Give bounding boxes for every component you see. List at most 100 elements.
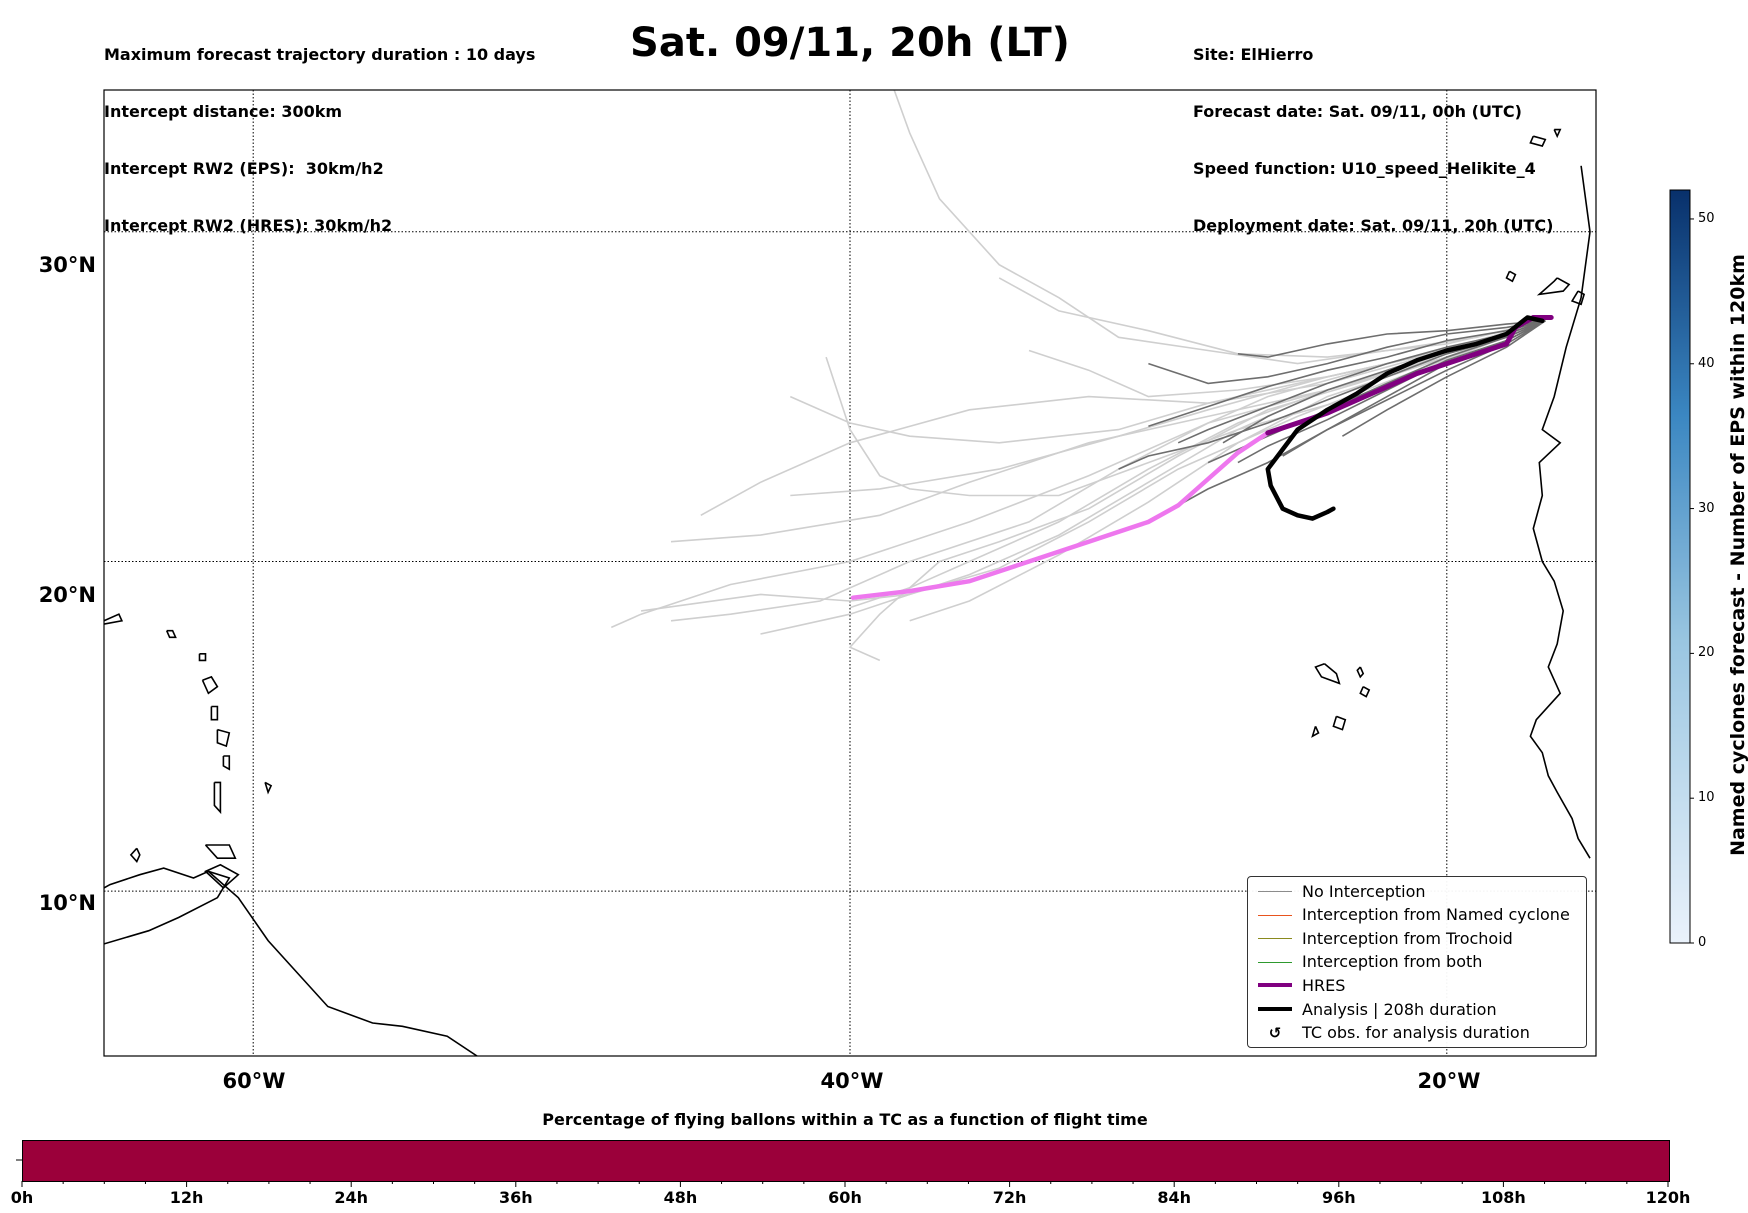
coastline-segment: [1311, 725, 1320, 738]
eps-trajectory: [1148, 320, 1546, 428]
legend-symbol: [1256, 951, 1294, 973]
info-intercept-distance: Intercept distance: 300km: [104, 102, 343, 121]
percentage-tick-label: 72h: [992, 1188, 1027, 1207]
legend-symbol: [1256, 974, 1294, 996]
percentage-tick-label: 24h: [334, 1188, 369, 1207]
lat-label-10n: 10°N: [38, 891, 96, 915]
eps-trajectory: [849, 320, 1546, 609]
coastline-segment: [104, 613, 124, 625]
legend-item: Interception from Named cyclone: [1256, 904, 1570, 926]
legend-label: HRES: [1302, 975, 1346, 995]
lon-label-20w: 20°W: [1417, 1069, 1481, 1093]
eps-trajectories-light: [610, 90, 1546, 662]
info-left: Maximum forecast trajectory duration : 1…: [104, 7, 535, 254]
eps-trajectories-dark: [1118, 320, 1546, 510]
legend-label: Interception from Named cyclone: [1302, 905, 1570, 925]
coastline-segment: [1332, 715, 1347, 731]
legend-label: Interception from both: [1302, 952, 1483, 972]
legend-item: Interception from both: [1256, 951, 1482, 973]
lon-label-60w: 60°W: [222, 1069, 286, 1093]
analysis-trajectory: [1265, 315, 1545, 521]
coastline-segment: [201, 675, 219, 695]
coastline-segment: [1505, 270, 1517, 283]
percentage-tick-label: 36h: [498, 1188, 533, 1207]
info-deployment-date: Deployment date: Sat. 09/11, 20h (UTC): [1193, 216, 1554, 235]
eps-trajectory: [893, 90, 1546, 365]
hres-trajectory: [850, 430, 1271, 600]
legend-symbol: [1256, 927, 1294, 949]
legend-symbol: [1256, 998, 1294, 1020]
colorbar-tick-label: 0: [1698, 935, 1707, 950]
info-duration: Maximum forecast trajectory duration : 1…: [104, 45, 536, 64]
info-right: Site: ElHierro Forecast date: Sat. 09/11…: [1193, 7, 1553, 254]
bottom-bar-title: Percentage of flying ballons within a TC…: [542, 1110, 1148, 1129]
coastline-segment: [216, 728, 231, 748]
coastline-segment: [213, 781, 222, 815]
coastline-segment: [1314, 662, 1341, 685]
info-intercept-hres: Intercept RW2 (HRES): 30km/h2: [104, 216, 393, 235]
lat-label-20n: 20°N: [38, 583, 96, 607]
coastline-segment: [1359, 685, 1371, 698]
coastline-segment: [204, 863, 240, 889]
coastline-segment: [1356, 666, 1365, 679]
percentage-tick-label: 96h: [1321, 1188, 1356, 1207]
coastline-segment: [1570, 290, 1586, 306]
coastline-segment: [1529, 135, 1547, 147]
coastline-segment: [222, 755, 231, 771]
legend-label: TC obs. for analysis duration: [1302, 1023, 1530, 1043]
legend-label: No Interception: [1302, 881, 1426, 901]
legend-item: Analysis | 208h duration: [1256, 998, 1497, 1020]
gridlines: [104, 90, 1596, 1056]
info-forecast-date: Forecast date: Sat. 09/11, 00h (UTC): [1193, 102, 1522, 121]
coastline-segment: [198, 653, 207, 662]
info-speed-function: Speed function: U10_speed_Helikite_4: [1193, 159, 1536, 178]
percentage-tick-label: 84h: [1157, 1188, 1192, 1207]
legend-item: HRES: [1256, 974, 1345, 996]
percentage-tick-label: 120h: [1645, 1188, 1691, 1207]
percentage-tick-label: 108h: [1480, 1188, 1526, 1207]
coastline-segment: [1529, 165, 1591, 859]
eps-trajectory: [1148, 320, 1546, 385]
eps-trajectory: [1282, 320, 1546, 457]
colorbar-label: Named cyclones forecast - Number of EPS …: [1727, 254, 1748, 856]
percentage-tick-label: 60h: [828, 1188, 862, 1207]
coastline-segment: [1611, 275, 1629, 288]
lon-label-40w: 40°W: [820, 1069, 884, 1093]
percentage-tick-label: 0h: [10, 1188, 34, 1207]
colorbar-tick-label: 30: [1698, 500, 1715, 516]
eps-trajectory: [1341, 320, 1546, 437]
legend-symbol: [1256, 904, 1294, 926]
legend-item: ↺ TC obs. for analysis duration: [1256, 1022, 1530, 1044]
colorbar-tick-label: 50: [1698, 210, 1715, 226]
colorbar-ticks: [1690, 218, 1694, 944]
coastline-segment: [207, 870, 478, 1056]
coastline-segment: [165, 629, 177, 639]
info-intercept-eps: Intercept RW2 (EPS): 30km/h2: [104, 159, 384, 178]
coastline-segment: [104, 867, 231, 945]
coastline-segment: [129, 847, 141, 863]
colorbar-tick-label: 40: [1698, 355, 1715, 371]
percentage-tick-label: 48h: [663, 1188, 698, 1207]
coastline-segment: [1553, 128, 1562, 139]
eps-trajectory: [1237, 320, 1546, 358]
legend-item: Interception from Trochoid: [1256, 927, 1513, 949]
coastline-segment: [264, 781, 273, 795]
coastline-segment: [1536, 277, 1571, 296]
percentage-tick-label: 12h: [169, 1188, 204, 1207]
map-inner: [104, 90, 1629, 1056]
legend-label: Interception from Trochoid: [1302, 928, 1513, 948]
map-frame: [103, 89, 1597, 1057]
legend-symbol: [1256, 880, 1294, 902]
eps-trajectory: [909, 320, 1546, 622]
eps-trajectory: [790, 320, 1546, 497]
legend-symbol: ↺: [1268, 1023, 1282, 1042]
legend-item: No Interception: [1256, 880, 1426, 902]
colorbar-tick-label: 20: [1698, 645, 1715, 661]
colorbar: [1669, 189, 1691, 944]
info-site: Site: ElHierro: [1193, 45, 1314, 64]
legend-label: Analysis | 208h duration: [1302, 999, 1497, 1019]
lat-label-30n: 30°N: [38, 253, 96, 277]
colorbar-tick-label: 10: [1698, 790, 1715, 806]
coastlines: [104, 128, 1629, 1056]
